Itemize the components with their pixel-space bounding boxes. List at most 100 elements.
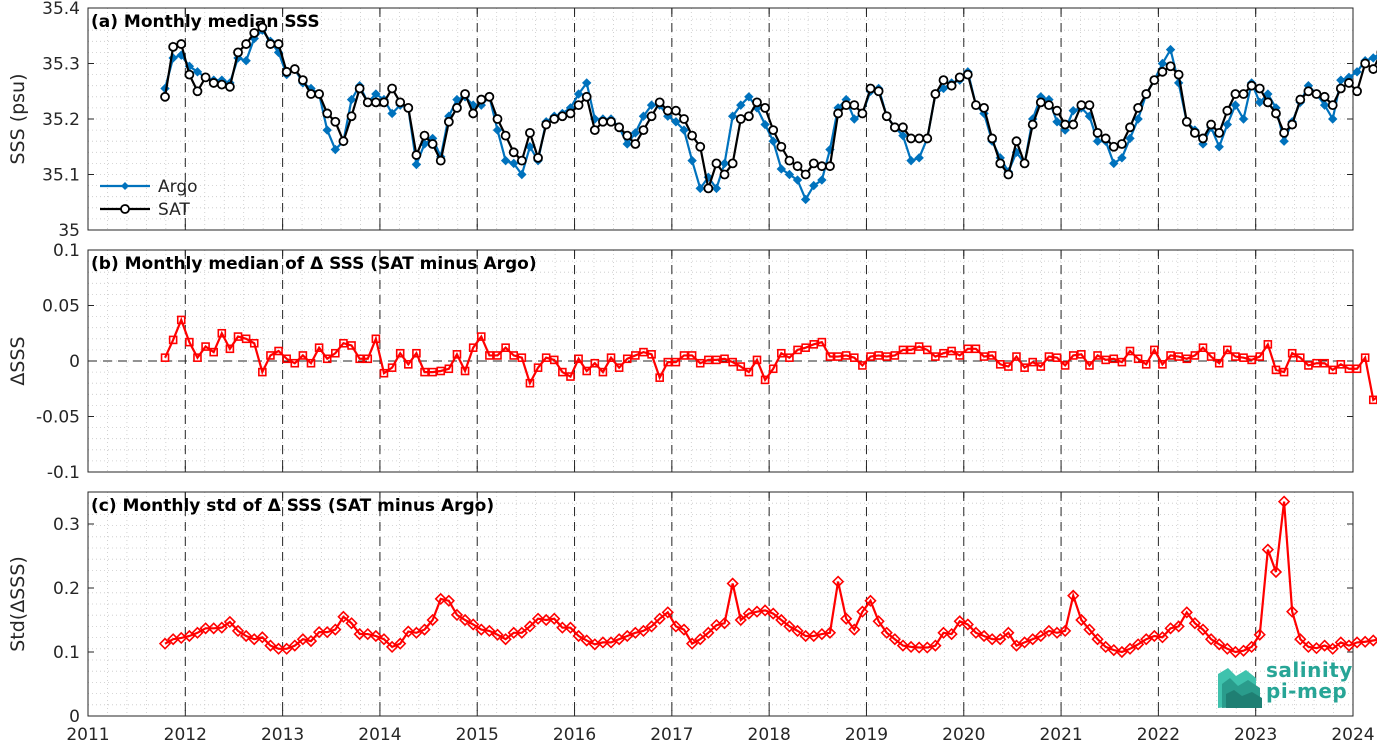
data-point — [971, 344, 981, 354]
data-point — [631, 351, 640, 360]
data-point — [556, 621, 569, 634]
data-point — [1344, 78, 1354, 88]
data-point — [241, 334, 251, 344]
data-point — [1262, 97, 1273, 108]
data-point — [395, 348, 405, 358]
data-point — [215, 621, 228, 634]
data-point — [817, 337, 827, 347]
data-point — [784, 169, 795, 180]
data-point — [1036, 362, 1046, 371]
data-point — [362, 97, 373, 108]
data-point — [354, 83, 365, 94]
data-point — [1319, 91, 1330, 102]
data-point — [801, 343, 810, 352]
y-tick-label: 0 — [69, 352, 80, 372]
data-point — [1058, 624, 1072, 638]
data-point — [930, 89, 941, 99]
data-point — [1286, 605, 1299, 618]
data-point — [791, 624, 804, 638]
data-point — [304, 634, 318, 648]
data-point — [467, 618, 480, 631]
data-point — [1287, 348, 1297, 358]
data-point — [1335, 83, 1346, 94]
data-point — [622, 139, 632, 149]
data-point — [223, 615, 237, 629]
data-point — [995, 360, 1005, 369]
x-tick-label: 2013 — [261, 725, 304, 745]
data-point — [647, 350, 656, 359]
x-tick-label: 2017 — [650, 725, 693, 745]
data-point — [426, 613, 439, 627]
data-point — [913, 641, 926, 654]
data-point — [637, 624, 650, 638]
data-point — [452, 103, 462, 113]
data-point — [1182, 354, 1192, 364]
data-point — [476, 94, 487, 105]
data-point — [363, 354, 373, 364]
data-point — [395, 97, 406, 108]
data-point — [654, 97, 665, 108]
data-point — [1026, 633, 1039, 646]
data-point — [176, 315, 186, 325]
data-point — [711, 158, 722, 169]
data-point — [312, 626, 326, 639]
data-point — [785, 353, 794, 362]
data-point — [922, 133, 933, 144]
data-point — [1052, 105, 1062, 116]
data-point — [719, 158, 730, 169]
data-point — [183, 629, 196, 643]
data-point — [987, 133, 998, 144]
data-point — [1319, 100, 1330, 110]
data-point — [971, 100, 981, 111]
data-point — [703, 183, 714, 194]
axes-box — [87, 491, 1354, 717]
data-point — [614, 363, 624, 372]
data-point — [598, 367, 608, 377]
y-tick-label: 0.2 — [53, 579, 80, 599]
data-point — [816, 161, 827, 172]
data-point — [1157, 66, 1168, 77]
data-point — [1352, 86, 1362, 97]
series-line — [164, 501, 1377, 654]
data-point — [898, 345, 908, 355]
data-point — [1271, 108, 1281, 119]
data-point — [1198, 133, 1208, 144]
data-point — [1204, 633, 1218, 646]
data-point — [501, 343, 510, 352]
data-point — [1052, 353, 1062, 362]
data-point — [906, 133, 916, 144]
data-point — [411, 150, 422, 160]
data-point — [1044, 100, 1054, 111]
data-point — [158, 637, 172, 650]
x-tick-label: 2020 — [942, 725, 985, 745]
y-tick-label: 35.2 — [42, 110, 80, 130]
data-point — [1165, 44, 1176, 55]
data-point — [784, 155, 795, 166]
data-point — [199, 622, 212, 635]
data-point — [370, 97, 381, 108]
data-point — [1115, 645, 1129, 659]
data-point — [274, 346, 283, 356]
data-point — [783, 620, 796, 633]
data-point — [825, 352, 835, 361]
data-point — [475, 623, 488, 636]
data-point — [1133, 114, 1143, 124]
data-point — [889, 122, 900, 133]
data-point — [704, 355, 713, 365]
data-point — [1125, 346, 1135, 356]
data-point — [687, 130, 698, 141]
data-point — [994, 633, 1007, 646]
data-point — [515, 626, 528, 639]
data-point — [491, 628, 504, 641]
data-point — [711, 183, 722, 194]
data-point — [969, 626, 983, 639]
data-point — [525, 378, 535, 388]
data-point — [411, 159, 422, 170]
data-point — [727, 111, 738, 121]
data-point — [1068, 105, 1078, 116]
data-point — [500, 130, 511, 141]
data-point — [1328, 114, 1338, 124]
data-point — [289, 64, 300, 74]
data-point — [1156, 631, 1169, 644]
data-point — [564, 621, 577, 634]
